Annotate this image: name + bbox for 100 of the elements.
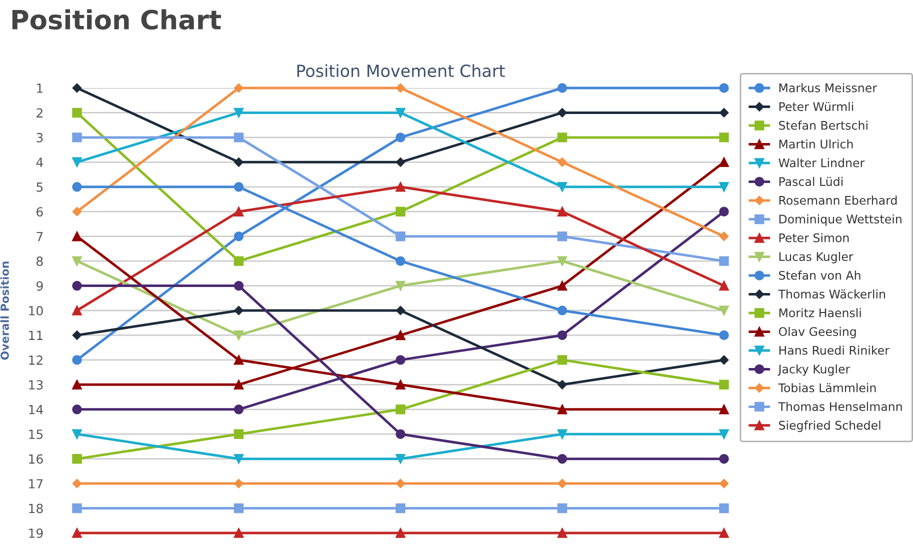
point [234,280,244,291]
y-tick-label: 4 [36,158,43,167]
point [72,157,82,168]
legend-label: Moritz Haensli [779,308,861,318]
point [719,454,729,464]
point [719,330,729,340]
point [396,132,406,142]
legend-label: Walter Lindner [778,158,865,168]
legend-label: Thomas Henselmann [778,402,902,411]
point [396,380,406,390]
point [396,330,406,340]
point [719,108,729,118]
point [557,182,568,192]
point [396,83,406,93]
y-tick-label: 9 [36,281,43,291]
point [396,478,406,488]
point [72,132,82,142]
legend-label: Dominique Wettstein [779,214,902,226]
point [72,83,82,93]
point [234,108,244,118]
point [558,158,567,167]
point [557,528,568,538]
point [234,454,244,464]
point [72,206,82,216]
y-tick-label: 2 [36,108,42,118]
y-tick-label: 11 [29,330,43,340]
point [234,158,244,167]
y-tick-label: 16 [29,454,43,464]
point [396,429,406,439]
point [72,280,82,291]
point [557,429,568,439]
point [234,503,244,514]
y-tick-label: 18 [29,504,43,514]
point [72,404,82,414]
legend-label: Pascal Lüdi [779,176,843,186]
legend-label: Stefan von Ah [779,270,860,280]
point [72,355,82,365]
legend-label: Olav Geesing [778,326,856,338]
point [719,528,729,538]
point [234,330,244,340]
point [719,256,729,266]
legend-label: Hans Ruedi Riniker [779,346,890,355]
point [234,132,244,142]
y-tick-label: 14 [29,405,43,414]
point [396,108,406,118]
point [396,503,406,514]
point [72,503,82,514]
point [396,182,406,192]
point [72,306,82,316]
point [234,380,244,390]
legend-label: Peter Würmli [779,102,854,112]
point [234,478,244,488]
legend-label: Lucas Kugler [779,252,854,264]
point [396,404,406,414]
y-tick-label: 7 [36,232,43,242]
point [72,528,82,538]
y-tick-label: 8 [36,256,43,266]
point [719,182,729,192]
y-tick-label: 5 [36,182,43,192]
point [719,306,729,316]
legend-label: Martin Ulrich [779,139,853,149]
legend-label: Jacky Kugler [778,364,850,376]
point [557,355,568,365]
point [557,404,568,414]
point [234,256,244,266]
point [557,454,568,464]
point [719,503,729,514]
point [557,503,568,514]
point [719,380,729,390]
point [72,108,82,118]
point [396,454,406,464]
point [557,83,568,93]
legend-label: Siegfried Schedel [779,420,880,432]
point [719,206,729,216]
point [72,478,82,488]
point [557,330,568,340]
point [234,404,244,414]
point [396,306,406,316]
point [719,280,729,291]
point [234,206,244,216]
point [234,306,244,316]
point [396,158,406,167]
point [719,478,729,488]
point [557,280,568,291]
point [557,206,568,216]
y-tick-label: 12 [29,355,42,365]
point [396,206,406,216]
y-tick-label: 17 [29,479,43,488]
legend-label: Markus Meissner [779,83,878,92]
point [719,232,729,241]
point [396,231,406,242]
point [558,478,567,488]
y-tick-label: 10 [29,306,43,316]
point [72,454,82,464]
point [719,355,729,365]
point [72,182,82,192]
point [719,83,729,93]
y-tick-label: 15 [29,430,43,440]
point [234,355,244,365]
legend-label: Stefan Bertschi [779,120,868,130]
